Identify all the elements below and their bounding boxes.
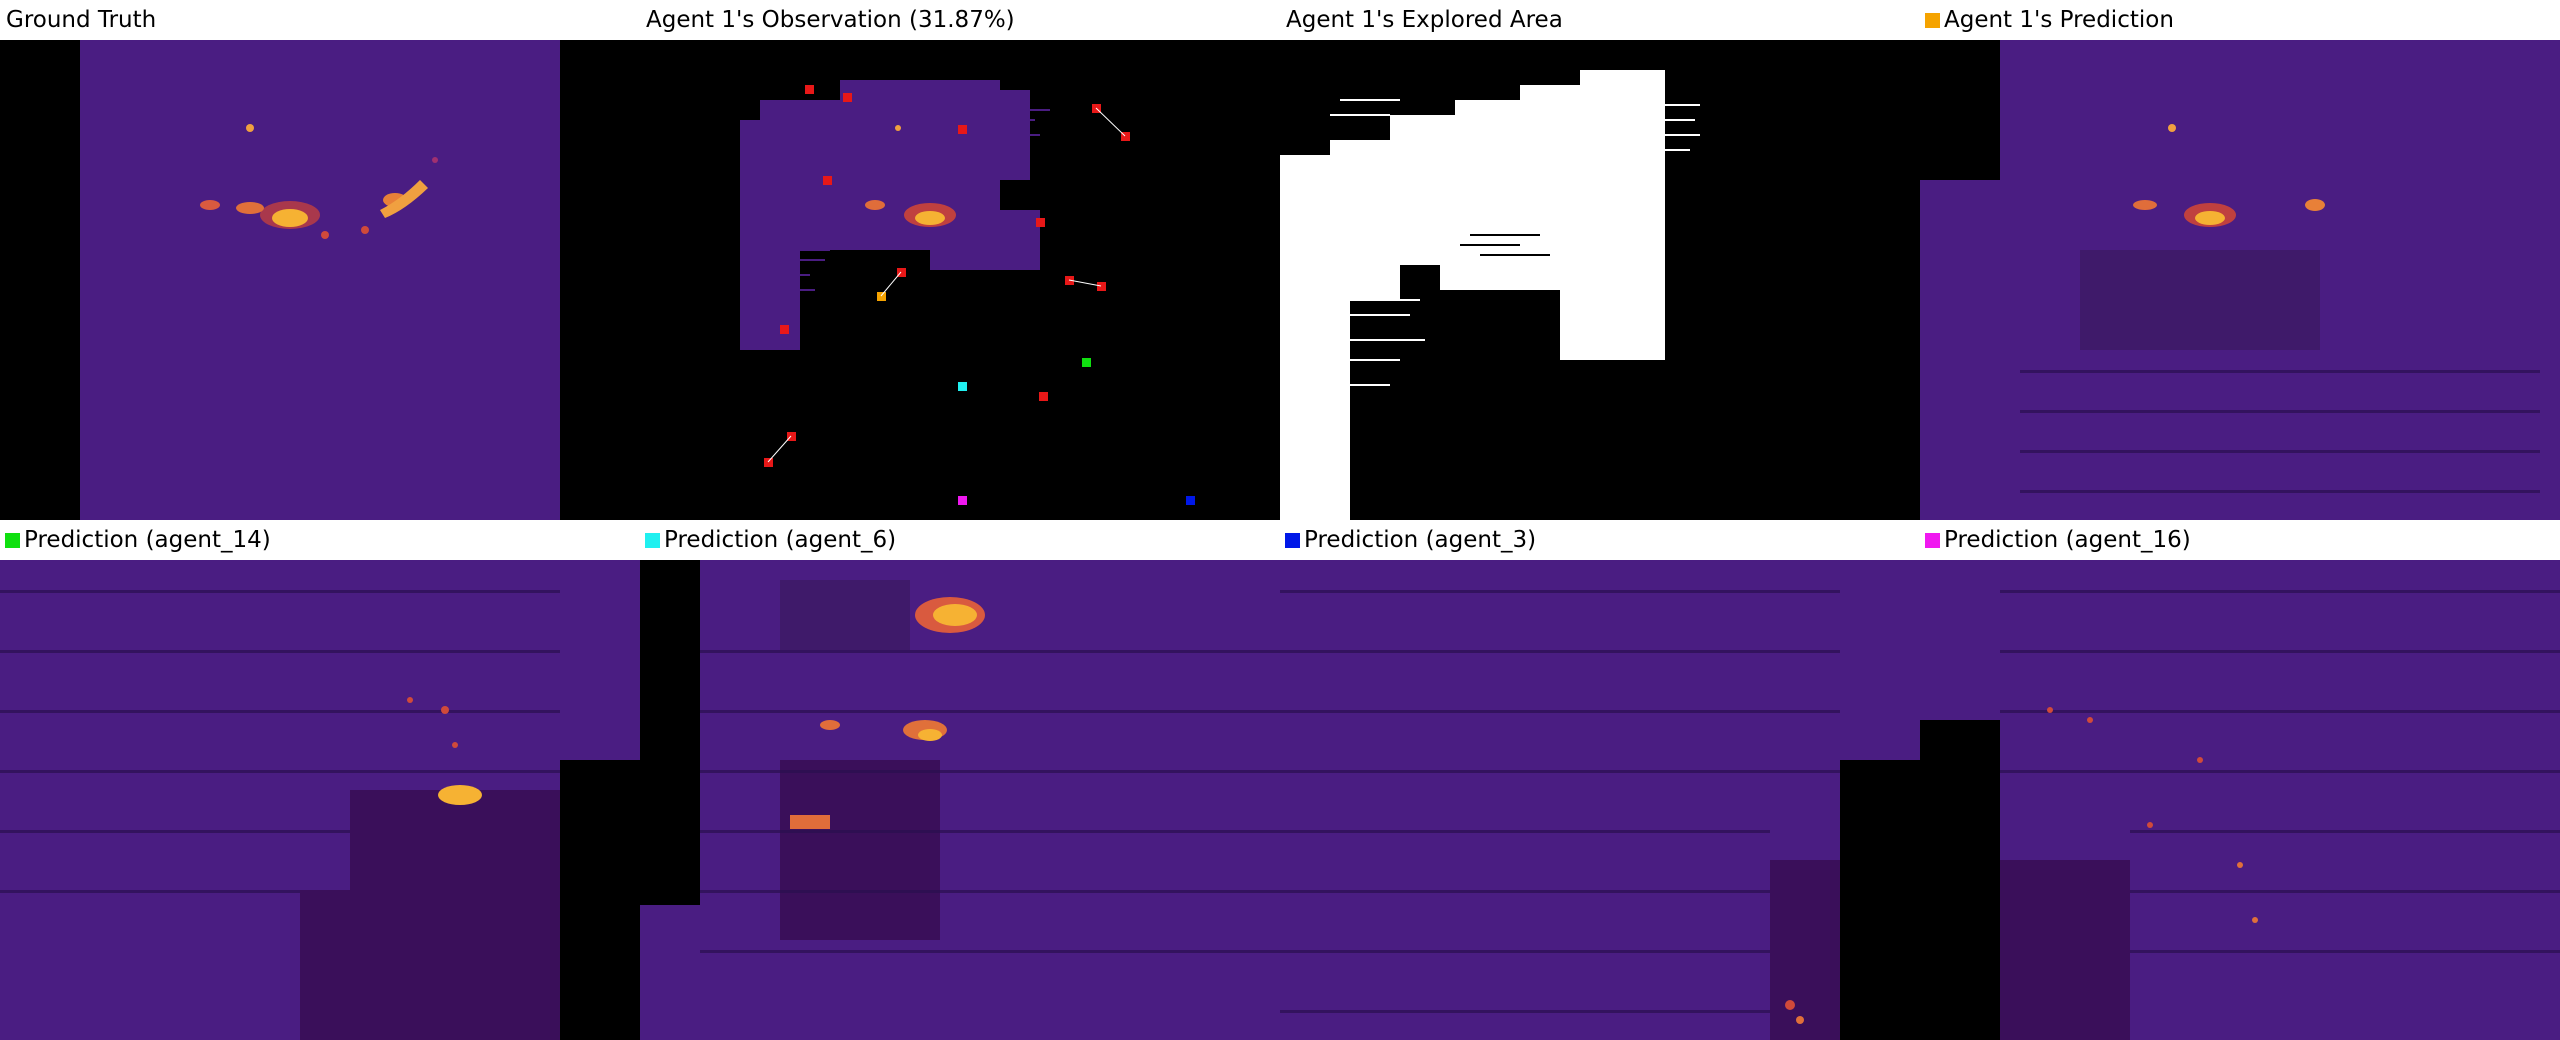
panel-title: Ground Truth xyxy=(6,7,157,33)
heat-cluster xyxy=(790,597,985,829)
panel-header: Prediction (agent_3) xyxy=(1280,520,1920,560)
panel-title: Agent 1's Prediction xyxy=(1944,7,2174,33)
panel-agent16-prediction: Prediction (agent_16) xyxy=(1920,520,2560,1040)
heat-cluster xyxy=(2133,124,2325,227)
panel-title: Prediction (agent_16) xyxy=(1944,527,2191,553)
legend-swatch xyxy=(1925,13,1940,28)
agent16-prediction-map xyxy=(1920,560,2560,1040)
heat-cluster xyxy=(2047,707,2258,923)
panel-title: Prediction (agent_6) xyxy=(664,527,897,553)
observed-region xyxy=(740,80,1040,350)
agent6-prediction-map xyxy=(640,560,1280,1040)
heat-cluster xyxy=(200,124,438,239)
panel-title: Prediction (agent_3) xyxy=(1304,527,1537,553)
panel-header: Prediction (agent_14) xyxy=(0,520,640,560)
ground-truth-map xyxy=(0,40,640,520)
legend-swatch xyxy=(645,533,660,548)
panel-header: Prediction (agent_16) xyxy=(1920,520,2560,560)
observation-map xyxy=(640,40,1280,520)
agent14-prediction-map xyxy=(0,560,640,1040)
legend-swatch xyxy=(1285,533,1300,548)
panel-agent1-prediction: Agent 1's Prediction xyxy=(1920,0,2560,520)
panel-ground-truth: Ground Truth xyxy=(0,0,640,520)
panel-header: Agent 1's Observation (31.87%) xyxy=(640,0,1280,40)
legend-swatch xyxy=(5,533,20,548)
panel-agent6-prediction: Prediction (agent_6) xyxy=(640,520,1280,1040)
agent3-prediction-map xyxy=(1280,560,1920,1040)
heat-cluster xyxy=(865,125,956,227)
panel-agent14-prediction: Prediction (agent_14) xyxy=(0,520,640,1040)
legend-swatch xyxy=(1925,533,1940,548)
agent1-prediction-map xyxy=(1920,40,2560,520)
panel-observation: Agent 1's Observation (31.87%) xyxy=(640,0,1280,520)
panel-explored-area: Agent 1's Explored Area xyxy=(1280,0,1920,520)
panel-agent3-prediction: Prediction (agent_3) xyxy=(1280,520,1920,1040)
panel-header: Ground Truth xyxy=(0,0,640,40)
panel-title: Agent 1's Explored Area xyxy=(1286,7,1563,33)
panel-header: Prediction (agent_6) xyxy=(640,520,1280,560)
agent-markers xyxy=(764,85,1195,505)
panel-title: Agent 1's Observation (31.87%) xyxy=(646,7,1015,33)
panel-header: Agent 1's Explored Area xyxy=(1280,0,1920,40)
explored-area-mask xyxy=(1280,40,1920,520)
panel-header: Agent 1's Prediction xyxy=(1920,0,2560,40)
panel-title: Prediction (agent_14) xyxy=(24,527,271,553)
heat-cluster xyxy=(407,697,482,805)
heat-cluster xyxy=(1785,1000,1804,1024)
